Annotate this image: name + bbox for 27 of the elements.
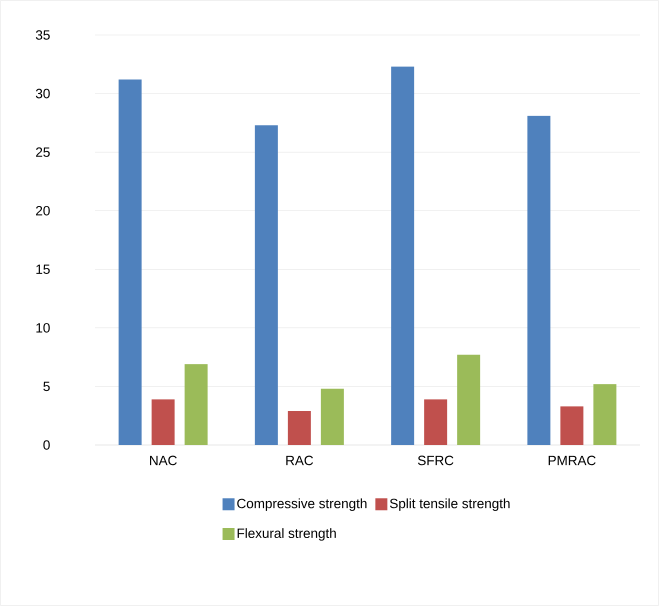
legend-label: Split tensile strength xyxy=(390,498,510,511)
bar xyxy=(254,125,278,445)
x-tick-label: SFRC xyxy=(418,456,454,466)
y-tick-label: 5 xyxy=(43,382,50,392)
bar xyxy=(184,364,208,445)
bar xyxy=(593,384,616,445)
bar xyxy=(560,406,584,445)
y-tick-label: 35 xyxy=(36,30,50,40)
y-tick-label: 25 xyxy=(36,147,50,157)
bar xyxy=(288,411,311,445)
legend-label: Flexural strength xyxy=(238,528,336,541)
bar xyxy=(527,116,550,445)
x-tick-label: RAC xyxy=(286,456,314,466)
y-tick-label: 0 xyxy=(43,440,50,450)
bar xyxy=(152,399,175,445)
bar xyxy=(391,66,414,445)
legend-label: Compressive strength xyxy=(237,498,366,511)
x-tick-label: PMRAC xyxy=(548,456,596,466)
bar xyxy=(457,354,480,445)
bar xyxy=(424,399,448,445)
y-tick-label: 15 xyxy=(36,264,50,274)
y-tick-label: 10 xyxy=(36,323,50,333)
y-tick-label: 20 xyxy=(36,206,50,216)
bar xyxy=(320,388,344,445)
y-tick-label: 30 xyxy=(36,88,50,98)
bar xyxy=(118,80,142,445)
x-tick-label: NAC xyxy=(150,456,177,466)
